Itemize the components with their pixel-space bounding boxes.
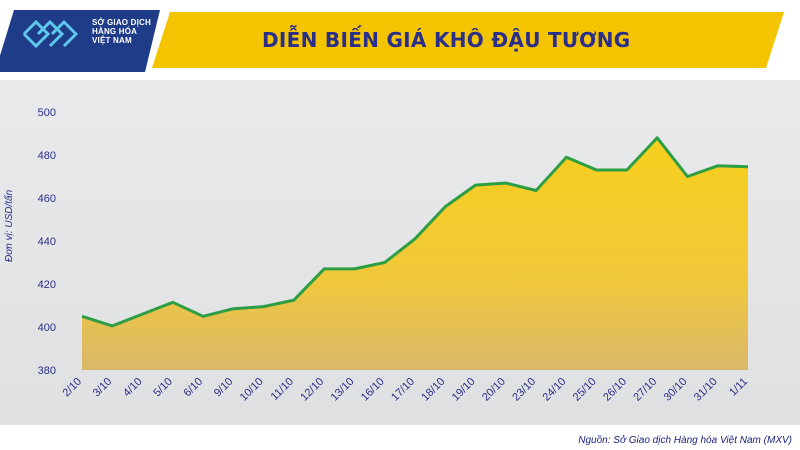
x-tick-label: 19/10 (450, 376, 478, 404)
x-tick-label: 5/10 (151, 376, 175, 400)
x-tick-label: 31/10 (692, 376, 720, 404)
x-tick-label: 1/11 (727, 376, 750, 399)
x-tick-label: 24/10 (541, 376, 569, 404)
header-banner: SỞ GIAO DỊCH HÀNG HÓA VIỆT NAM DIỄN BIẾN… (0, 0, 800, 80)
x-tick-label: 23/10 (510, 376, 538, 404)
y-tick-label: 500 (38, 107, 56, 119)
x-tick-label: 17/10 (389, 376, 417, 404)
y-tick-label: 380 (38, 365, 56, 377)
x-tick-label: 10/10 (238, 376, 266, 404)
x-tick-label: 11/10 (269, 376, 296, 403)
exchange-logo: SỞ GIAO DỊCH HÀNG HÓA VIỆT NAM (22, 14, 162, 64)
x-tick-label: 18/10 (419, 376, 447, 404)
x-tick-label: 9/10 (212, 376, 236, 400)
y-tick-label: 460 (38, 193, 56, 205)
y-tick-label: 420 (38, 279, 56, 291)
source-note: Nguồn: Sở Giao dịch Hàng hóa Việt Nam (M… (578, 435, 792, 446)
price-area (82, 137, 748, 370)
x-tick-label: 27/10 (631, 376, 659, 404)
logo-line-3: VIỆT NAM (92, 36, 132, 45)
logo-mark-icon (22, 19, 79, 49)
x-tick-label: 25/10 (571, 376, 599, 404)
y-tick-label: 480 (38, 150, 56, 162)
x-tick-label: 30/10 (662, 376, 690, 404)
y-tick-label: 400 (38, 322, 56, 334)
x-tick-label: 6/10 (182, 376, 206, 400)
x-tick-label: 3/10 (91, 376, 115, 400)
logo-line-2: HÀNG HÓA (92, 27, 138, 36)
x-tick-label: 12/10 (298, 376, 326, 404)
x-tick-label: 4/10 (121, 376, 145, 400)
x-tick-label: 16/10 (359, 376, 387, 404)
y-axis-label: Đơn vị: USD/tấn (4, 189, 15, 262)
x-tick-label: 20/10 (480, 376, 508, 404)
logo-text: SỞ GIAO DỊCH HÀNG HÓA VIỆT NAM (92, 18, 151, 45)
x-tick-label: 2/10 (60, 376, 84, 400)
y-tick-label: 440 (38, 236, 56, 248)
x-tick-label: 26/10 (601, 376, 629, 404)
x-tick-label: 13/10 (329, 376, 357, 404)
chart-title: DIỄN BIẾN GIÁ KHÔ ĐẬU TƯƠNG (262, 28, 631, 52)
logo-line-1: SỞ GIAO DỊCH (92, 18, 152, 27)
